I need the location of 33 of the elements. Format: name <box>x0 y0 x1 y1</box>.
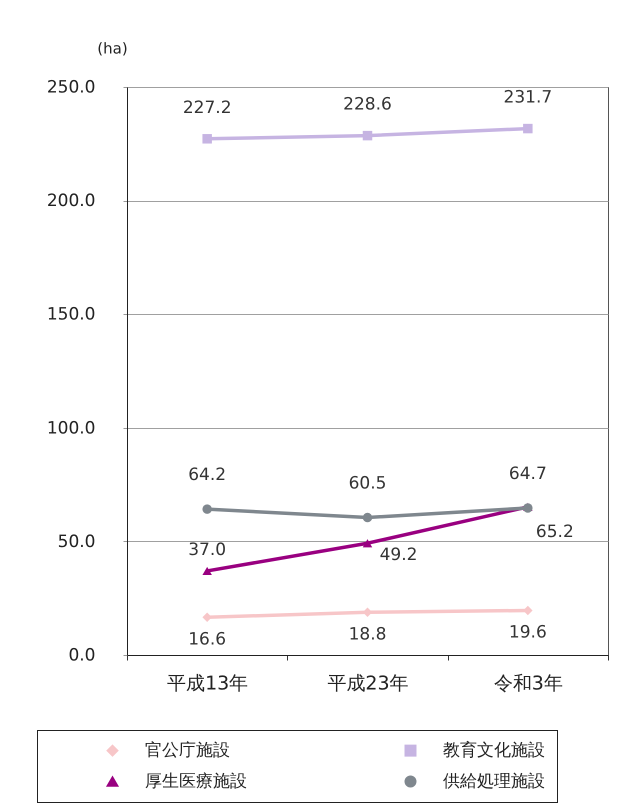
point <box>202 504 212 514</box>
data-label: 228.6 <box>343 94 392 115</box>
y-tick-label: 50.0 <box>58 532 96 552</box>
data-label: 65.2 <box>536 522 574 542</box>
data-label: 231.7 <box>503 88 552 108</box>
data-label: 60.5 <box>348 474 386 494</box>
legend-label: 教育文化施設 <box>443 740 545 761</box>
data-label: 64.7 <box>508 464 547 484</box>
data-label: 19.6 <box>508 622 547 642</box>
y-tick-label: 250.0 <box>46 78 96 98</box>
y-tick-label: 150.0 <box>46 304 96 325</box>
data-label: 18.8 <box>348 624 386 644</box>
data-label: 16.6 <box>188 629 226 650</box>
point <box>362 512 372 522</box>
legend-label: 厚生医療施設 <box>145 772 247 792</box>
data-label: 64.2 <box>188 465 226 486</box>
y-tick-label: 200.0 <box>46 191 96 212</box>
x-tick-label: 平成23年 <box>327 672 409 694</box>
x-tick-label: 令和3年 <box>494 672 563 694</box>
legend-label: 官公庁施設 <box>145 740 230 761</box>
y-axis-title: (ha) <box>97 40 128 58</box>
point <box>202 134 212 144</box>
point <box>362 130 372 140</box>
data-label: 49.2 <box>380 545 418 566</box>
legend-label: 供給処理施設 <box>443 772 545 792</box>
data-label: 37.0 <box>188 540 226 560</box>
point <box>523 606 533 616</box>
x-tick-label: 平成13年 <box>167 672 248 694</box>
y-tick-label: 0.0 <box>68 646 96 666</box>
y-tick-label: 100.0 <box>46 418 96 438</box>
point <box>523 124 533 134</box>
data-label: 227.2 <box>182 98 232 118</box>
point <box>202 612 212 622</box>
